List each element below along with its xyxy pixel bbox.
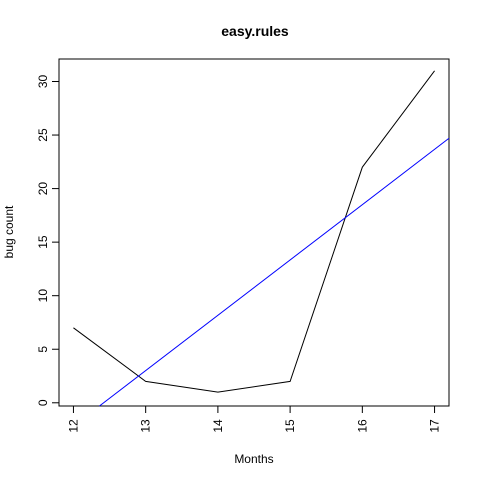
- series-layer: [73, 70, 450, 407]
- y-tick-label: 20: [36, 182, 50, 196]
- x-axis: 12 13 14 15 16 17: [66, 405, 442, 433]
- y-axis: 0 5 10 15 20 25 30: [36, 74, 60, 406]
- x-tick-label: 13: [139, 419, 153, 433]
- x-tick-label: 14: [211, 419, 225, 433]
- x-tick-label: 16: [355, 419, 369, 433]
- data-line: [73, 70, 435, 393]
- x-tick-label: 12: [66, 419, 80, 433]
- y-tick-label: 15: [36, 235, 50, 249]
- trend-line: [99, 137, 450, 407]
- y-tick-label: 5: [36, 346, 50, 353]
- x-tick-label: 17: [428, 419, 442, 433]
- chart-title: easy.rules: [221, 23, 289, 39]
- y-tick-label: 10: [36, 289, 50, 303]
- y-tick-label: 25: [36, 128, 50, 142]
- y-axis-label: bug count: [2, 205, 16, 258]
- x-tick-label: 15: [283, 419, 297, 433]
- plot-frame: [58, 58, 450, 407]
- x-axis-label: Months: [234, 452, 273, 466]
- y-tick-label: 0: [36, 399, 50, 406]
- y-tick-label: 30: [36, 74, 50, 88]
